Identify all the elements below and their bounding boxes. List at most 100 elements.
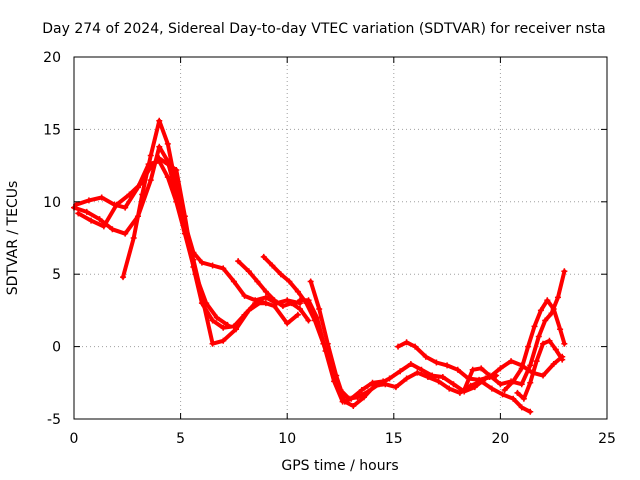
satellite-track-7 (307, 278, 534, 415)
plus-marker (525, 343, 532, 350)
plus-marker (446, 385, 453, 392)
plus-marker (488, 385, 495, 392)
plus-marker (469, 366, 476, 373)
satellite-track-11 (501, 297, 568, 394)
plus-marker (173, 198, 180, 205)
plus-marker (288, 300, 295, 307)
plus-marker (235, 258, 242, 265)
plus-marker (358, 387, 365, 394)
plus-marker (554, 294, 561, 301)
plus-marker (360, 394, 367, 401)
plus-marker (181, 230, 188, 237)
grid-lines (74, 57, 607, 419)
plus-marker (508, 358, 515, 365)
plus-marker (514, 389, 521, 396)
plus-marker (467, 382, 474, 389)
plus-marker (241, 311, 248, 318)
plus-marker (83, 208, 90, 215)
plus-marker (550, 360, 557, 367)
x-axis-label: GPS time / hours (281, 458, 398, 474)
plus-marker (552, 346, 559, 353)
plus-marker (348, 395, 355, 402)
plus-marker (220, 324, 227, 331)
plus-marker (403, 339, 410, 346)
plus-marker (241, 292, 248, 299)
plus-marker (316, 305, 323, 312)
plus-marker (262, 294, 269, 301)
plus-marker (164, 140, 171, 147)
plus-marker (540, 372, 547, 379)
plus-marker (557, 326, 564, 333)
satellite-track-8 (296, 297, 387, 405)
plus-marker (109, 226, 116, 233)
plus-marker (478, 365, 485, 372)
plus-marker (305, 297, 312, 304)
plus-marker (284, 297, 291, 304)
plus-marker (262, 300, 269, 307)
plus-marker (122, 230, 129, 237)
series-trace (515, 338, 565, 401)
plus-marker (433, 359, 440, 366)
plus-marker (561, 268, 568, 275)
plus-marker (499, 391, 506, 398)
series-trace (121, 118, 302, 306)
plus-marker (96, 216, 103, 223)
y-tick-label: 15 (43, 122, 61, 138)
plus-marker (542, 317, 549, 324)
x-tick-label: 0 (70, 431, 79, 447)
plus-marker (164, 174, 171, 181)
plus-marker (181, 213, 188, 220)
plus-marker (369, 379, 376, 386)
plus-marker (444, 362, 451, 369)
satellite-track-4 (73, 158, 231, 328)
plus-marker (518, 381, 525, 388)
plus-marker (284, 320, 291, 327)
plus-marker (286, 278, 293, 285)
plus-marker (252, 300, 259, 307)
plus-marker (392, 384, 399, 391)
plus-marker (147, 152, 154, 159)
plus-marker (145, 161, 152, 168)
plus-marker (461, 387, 468, 394)
plus-marker (254, 278, 261, 285)
plus-marker (173, 166, 180, 173)
satellite-track-6 (260, 253, 500, 402)
x-tick-label: 5 (176, 431, 185, 447)
plus-marker (395, 343, 402, 350)
plus-marker (339, 398, 346, 405)
plus-marker (497, 381, 504, 388)
plus-marker (544, 297, 551, 304)
plus-marker (540, 340, 547, 347)
plus-marker (220, 337, 227, 344)
plus-marker (527, 408, 534, 415)
plus-marker (213, 314, 220, 321)
plus-marker (412, 343, 419, 350)
plus-marker (561, 340, 568, 347)
plus-marker (380, 378, 387, 385)
plus-marker (120, 274, 127, 281)
series-trace (502, 298, 567, 392)
plus-marker (527, 379, 534, 386)
plus-marker (486, 372, 493, 379)
plus-marker (424, 374, 431, 381)
x-tick-label: 10 (278, 431, 296, 447)
plus-marker (422, 353, 429, 360)
plus-marker (294, 311, 301, 318)
plus-marker (497, 365, 504, 372)
satellite-track-9 (395, 339, 566, 383)
plus-marker (279, 303, 286, 310)
plus-marker (435, 378, 442, 385)
plus-marker (269, 262, 276, 269)
plus-marker (98, 194, 105, 201)
y-tick-label: 5 (52, 267, 61, 283)
plus-marker (531, 323, 538, 330)
plus-marker (533, 358, 540, 365)
plus-marker (450, 381, 457, 388)
plus-marker (476, 376, 483, 383)
plus-marker (192, 271, 199, 278)
plus-marker (520, 395, 527, 402)
series-trace (308, 279, 533, 414)
plus-marker (134, 184, 141, 191)
series-trace (462, 269, 567, 392)
